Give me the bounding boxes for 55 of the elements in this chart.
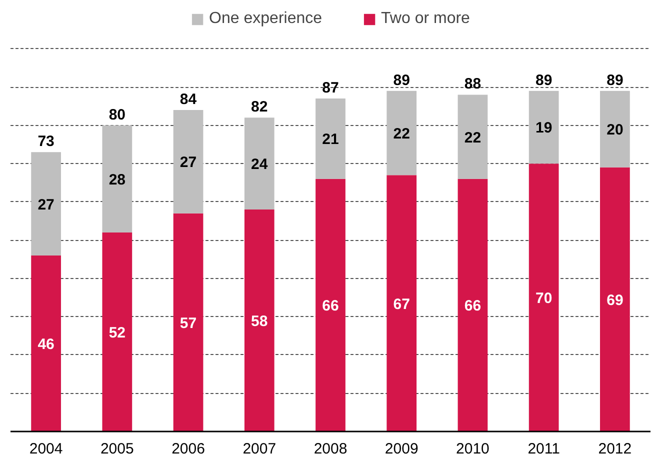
total-label: 88 [464, 76, 482, 93]
data-label: 52 [108, 324, 126, 342]
data-label: 70 [535, 290, 552, 308]
x-tick-label: 2008 [314, 440, 348, 458]
total-label: 89 [393, 72, 410, 89]
data-label: 69 [606, 292, 624, 309]
bar [244, 210, 274, 432]
bar [316, 98, 346, 179]
total-label: 89 [535, 72, 552, 89]
total-label: 82 [251, 98, 268, 116]
total-label: 80 [108, 106, 126, 124]
total-label: 89 [606, 72, 624, 89]
bar [31, 255, 61, 432]
data-label: 24 [251, 156, 268, 174]
data-label: 66 [464, 298, 482, 315]
bar [173, 110, 204, 214]
legend-label: One experience [209, 10, 322, 28]
bar [600, 90, 630, 168]
x-tick-label: 2006 [172, 440, 205, 458]
bar [31, 152, 61, 256]
total-label: 84 [180, 91, 198, 108]
x-tick-label: 2004 [29, 440, 63, 458]
bar [386, 175, 417, 432]
bar [458, 178, 488, 432]
bar [244, 118, 274, 210]
x-tick-label: 2010 [456, 440, 490, 458]
data-label: 22 [464, 129, 482, 146]
x-tick-label: 2009 [384, 440, 418, 458]
bar [458, 94, 488, 179]
bar [102, 125, 132, 232]
x-tick-label: 2011 [528, 440, 560, 458]
bar [600, 167, 630, 432]
data-label: 28 [108, 171, 126, 188]
data-label: 20 [606, 122, 624, 139]
data-label: 66 [322, 298, 339, 315]
data-label: 19 [535, 120, 552, 137]
bar [316, 178, 346, 432]
bar [173, 213, 204, 432]
x-tick-label: 2007 [242, 440, 276, 458]
data-label: 58 [251, 313, 268, 330]
legend-label: Two or more [381, 10, 470, 28]
bar [386, 90, 417, 176]
data-label: 27 [180, 154, 197, 172]
data-label: 22 [393, 125, 410, 142]
bar [528, 164, 559, 432]
x-tick-label: 2012 [598, 440, 632, 458]
data-label: 46 [38, 336, 54, 353]
x-tick-label: 2005 [100, 440, 134, 458]
bar [102, 232, 132, 432]
data-label: 27 [38, 196, 54, 214]
data-label: 21 [322, 131, 339, 148]
bar [528, 90, 559, 164]
data-label: 67 [393, 296, 410, 313]
total-label: 73 [38, 133, 54, 150]
data-label: 57 [180, 314, 197, 332]
